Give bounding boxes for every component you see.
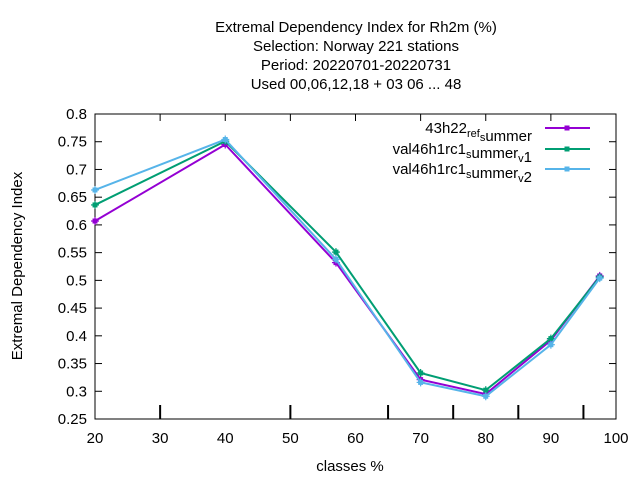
data-point	[546, 340, 555, 349]
x-tick-label: 100	[603, 430, 628, 447]
x-tick-label: 60	[347, 430, 364, 447]
legend-marker	[564, 146, 570, 152]
data-point	[91, 200, 99, 209]
chart-title: Extremal Dependency Index for Rh2m (%) S…	[215, 19, 497, 93]
x-tick-label: 70	[412, 430, 429, 447]
data-point	[416, 378, 425, 387]
data-point	[416, 368, 425, 377]
y-tick-label: 0.4	[66, 328, 87, 345]
series-group	[91, 135, 604, 401]
legend-item-1: 43h22refsummer	[425, 120, 590, 145]
x-tick-label: 30	[152, 430, 169, 447]
y-tick-label: 0.65	[58, 189, 87, 206]
y-tick-label: 0.3	[66, 383, 87, 400]
legend-marker	[564, 125, 570, 131]
y-tick-label: 0.55	[58, 245, 87, 262]
legend-item-2: val46h1rc1summerv1	[393, 141, 590, 166]
legend: 43h22refsummerval46h1rc1summerv1val46h1r…	[393, 120, 590, 186]
y-tick-label: 0.7	[66, 161, 87, 178]
legend-label: val46h1rc1summerv2	[393, 161, 532, 186]
title-line-4: Used 00,06,12,18 + 03 06 ... 48	[251, 76, 462, 93]
x-axis-title: classes %	[316, 458, 384, 475]
y-axis: 0.25 0.3 0.35 0.4 0.45 0.5 0.55 0.6 0.65 0.7 0.75 0…	[58, 106, 616, 428]
x-axis: 20 30 40 50 60 70 80 90 100	[87, 114, 629, 447]
data-point	[481, 392, 490, 401]
legend-marker	[564, 166, 570, 172]
y-tick-label: 0.45	[58, 300, 87, 317]
data-point	[91, 185, 99, 194]
y-axis-title: Extremal Dependency Index	[9, 171, 26, 360]
title-line-2: Selection: Norway 221 stations	[253, 38, 459, 55]
title-line-3: Period: 20220701-20220731	[261, 57, 451, 74]
y-tick-label: 0.6	[66, 217, 87, 234]
x-tick-label: 80	[477, 430, 494, 447]
title-line-1: Extremal Dependency Index for Rh2m (%)	[215, 19, 497, 36]
y-tick-label: 0.75	[58, 134, 87, 151]
legend-label: val46h1rc1summerv1	[393, 141, 532, 166]
data-point	[331, 248, 340, 257]
data-point	[91, 217, 99, 226]
legend-item-3: val46h1rc1summerv2	[393, 161, 590, 186]
x-tick-label: 20	[87, 430, 104, 447]
y-tick-label: 0.35	[58, 356, 87, 373]
x-tick-label: 40	[217, 430, 234, 447]
legend-label: 43h22refsummer	[425, 120, 532, 145]
y-tick-label: 0.8	[66, 106, 87, 123]
y-tick-label: 0.5	[66, 272, 87, 289]
x-tick-label: 90	[543, 430, 560, 447]
data-point	[595, 274, 604, 283]
y-tick-label: 0.25	[58, 411, 87, 428]
data-point	[331, 255, 340, 264]
data-point	[221, 135, 230, 144]
x-tick-label: 50	[282, 430, 299, 447]
